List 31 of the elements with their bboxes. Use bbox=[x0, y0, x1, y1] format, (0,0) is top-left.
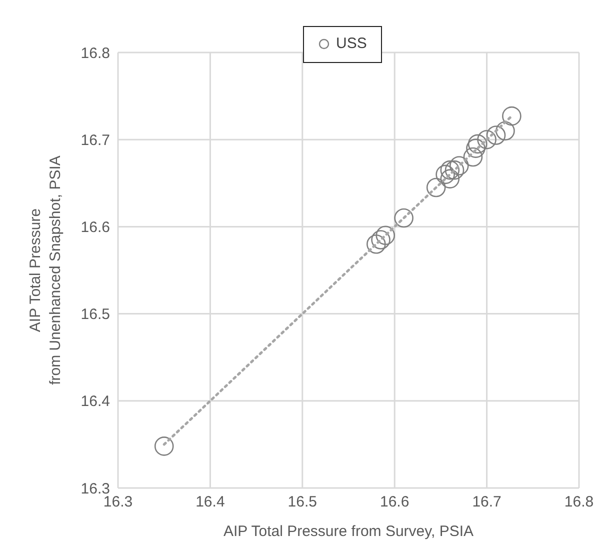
point bbox=[502, 106, 522, 126]
point bbox=[463, 147, 483, 167]
point bbox=[426, 178, 446, 198]
point bbox=[371, 230, 390, 250]
x-tick-label: 16.6 bbox=[380, 494, 410, 511]
legend-label: USS bbox=[335, 35, 367, 52]
point bbox=[376, 226, 396, 246]
point bbox=[440, 169, 460, 188]
x-tick-label: 16.8 bbox=[564, 494, 594, 511]
point bbox=[496, 121, 515, 141]
point bbox=[366, 234, 386, 254]
x-axis-title: AIP Total Pressure from Survey, PSIA bbox=[223, 523, 474, 540]
x-tick-label: 16.4 bbox=[196, 494, 225, 511]
point bbox=[444, 160, 464, 180]
x-tick-label: 16.5 bbox=[288, 494, 317, 511]
y-tick-label: 16.5 bbox=[80, 306, 110, 324]
y-tick-label: 16.6 bbox=[80, 219, 110, 236]
point bbox=[394, 208, 414, 228]
y-axis-title: AIP Total Pressure from Unenhanced Snapshot, PSIA bbox=[27, 156, 64, 385]
y-tick-label: 16.4 bbox=[80, 393, 110, 410]
point bbox=[154, 436, 174, 456]
point bbox=[466, 138, 486, 158]
point bbox=[477, 130, 496, 150]
point bbox=[436, 164, 455, 184]
point bbox=[486, 126, 506, 145]
x-tick-label: 16.7 bbox=[472, 494, 502, 511]
point bbox=[440, 160, 460, 180]
y-tick-label: 16.7 bbox=[80, 132, 110, 149]
y-tick-label: 16.8 bbox=[80, 44, 110, 62]
point bbox=[468, 134, 488, 154]
point bbox=[449, 156, 469, 176]
